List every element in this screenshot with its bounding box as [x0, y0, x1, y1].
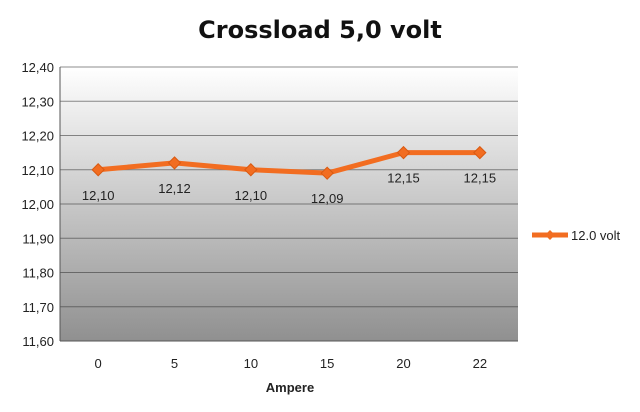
y-tick-label-4: 12,00 — [21, 197, 54, 212]
data-point-2 — [244, 163, 258, 177]
y-tick-label-0: 11,60 — [22, 334, 54, 349]
x-tick-label-5: 22 — [473, 356, 487, 371]
data-label-0: 12,10 — [82, 188, 115, 203]
data-point-3 — [320, 166, 334, 180]
data-label-2: 12,10 — [235, 188, 268, 203]
legend-label: 12.0 volt — [571, 228, 621, 243]
y-tick-label-3: 11,90 — [22, 231, 54, 246]
x-tick-label-2: 10 — [244, 356, 258, 371]
data-point-4 — [396, 145, 411, 160]
data-point-0 — [91, 163, 105, 177]
chart-title: Crossload 5,0 volt — [198, 16, 442, 44]
data-label-5: 12,15 — [464, 171, 497, 186]
x-tick-label-0: 0 — [95, 356, 102, 371]
x-tick-label-4: 20 — [396, 356, 410, 371]
y-tick-label-7: 12,30 — [21, 94, 54, 109]
legend-marker — [545, 230, 555, 240]
y-tick-label-6: 12,20 — [21, 129, 54, 144]
x-axis-ticks: 0 5 10 15 20 22 — [95, 356, 488, 371]
x-tick-label-1: 5 — [171, 356, 178, 371]
y-tick-label-5: 12,10 — [21, 163, 54, 178]
data-label-1: 12,12 — [158, 181, 191, 196]
data-point-5 — [473, 145, 487, 160]
y-tick-label-2: 11,80 — [22, 266, 54, 281]
data-labels: 12,10 12,12 12,10 12,09 12,15 12,15 — [82, 171, 496, 207]
y-tick-label-8: 12,40 — [21, 60, 54, 75]
data-point-1 — [167, 156, 182, 170]
y-tick-label-1: 11,70 — [22, 300, 54, 315]
data-label-3: 12,09 — [311, 191, 344, 206]
series-layer — [91, 145, 487, 180]
x-axis-title: Ampere — [266, 380, 314, 395]
y-axis-ticks: 11,60 11,70 11,80 11,90 12,00 12,10 12,20 12,30… — [21, 60, 54, 349]
x-tick-label-3: 15 — [320, 356, 334, 371]
legend: 12.0 volt — [532, 228, 621, 243]
data-label-4: 12,15 — [387, 171, 420, 186]
series-line-12v — [95, 150, 483, 176]
axes — [59, 67, 518, 342]
